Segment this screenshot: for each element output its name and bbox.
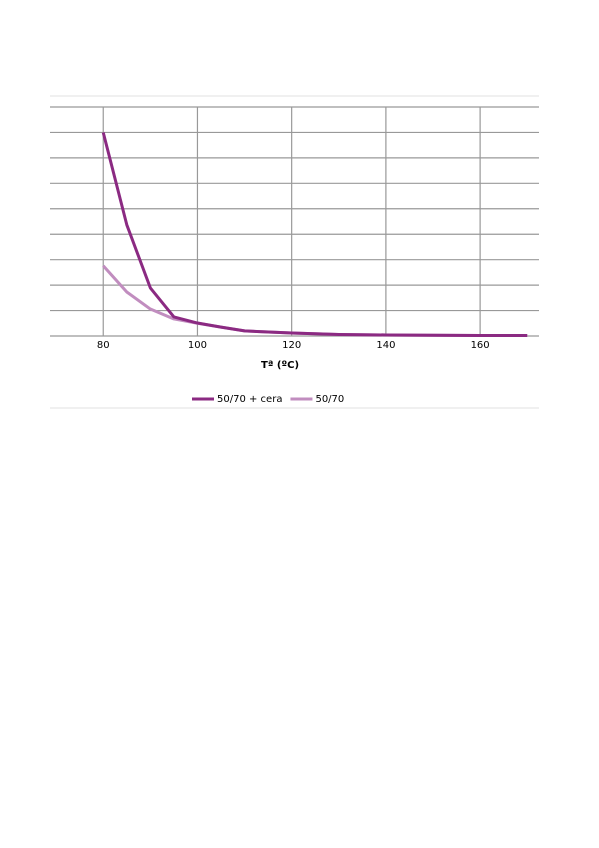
- legend-label: 50/70 + cera: [217, 394, 282, 405]
- data-line: [101, 132, 528, 337]
- x-tick-label: 80: [97, 340, 110, 351]
- x-tick-label: 120: [282, 340, 301, 351]
- x-tick-label: 140: [376, 340, 395, 351]
- legend-label: 50/70: [315, 394, 344, 405]
- x-tick-label: 100: [188, 340, 207, 351]
- x-axis-label: Tª (ºC): [261, 360, 299, 371]
- x-tick-label: 160: [471, 340, 490, 351]
